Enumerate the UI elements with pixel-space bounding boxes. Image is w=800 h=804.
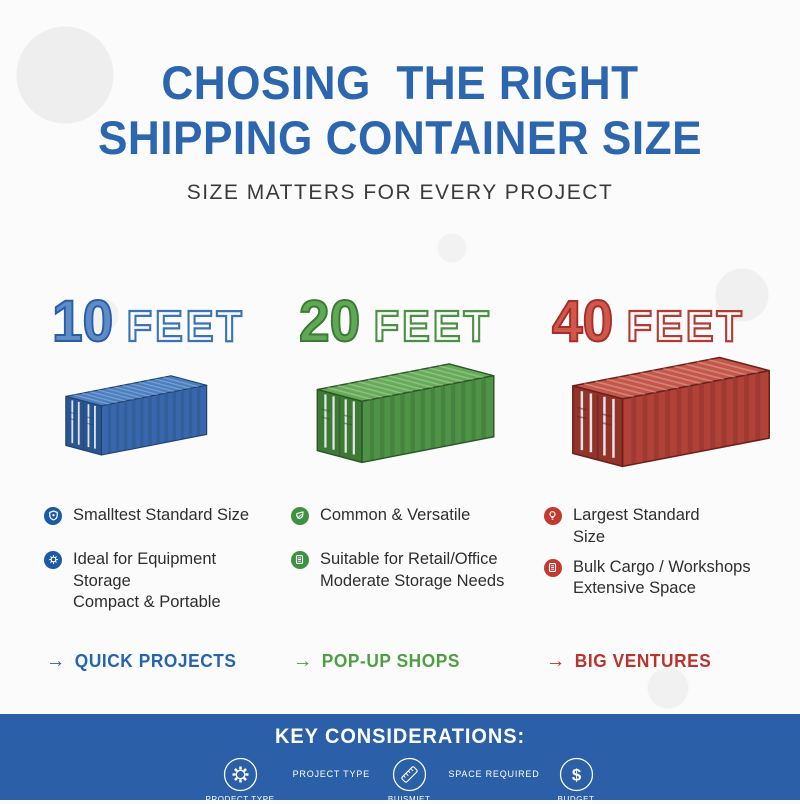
feature-line: Smalltest Standard Size: [73, 505, 250, 524]
header: CHOSING THE RIGHT SHIPPING CONTAINER SIZ…: [0, 0, 800, 205]
feature-line: Largest Standard: [572, 505, 700, 524]
shipping-container-blue: [65, 375, 208, 457]
footer-bar: KEY CONSIDERATIONS: PRODECT TYPE PROJECT…: [0, 714, 800, 804]
column-10-feet: 10 FEET Smalltest Standard Size: [38, 287, 255, 672]
size-unit: FEET: [373, 301, 492, 351]
cta-label: QUICK PROJECTS: [74, 650, 237, 671]
shipping-container-red: [572, 357, 770, 468]
size-unit: FEET: [626, 301, 745, 351]
feature-line: Compact & Portable: [73, 593, 221, 612]
feature-text: Smalltest Standard Size: [73, 505, 249, 527]
consideration-space: BUISMIET: [388, 756, 431, 804]
title-line-2: SHIPPING CONTAINER SIZE: [97, 110, 703, 164]
ruler-icon: [391, 756, 428, 793]
size-number: 10: [51, 288, 114, 354]
feature-line: Ideal for Equipment: [73, 549, 217, 568]
feature-item: Common & Versatile: [290, 505, 508, 527]
cta-popup-shops: → POP-UP SHOPS: [293, 651, 499, 672]
bulb-icon: [543, 506, 562, 525]
cta-label: BIG VENTURES: [574, 650, 712, 671]
feature-line: Common & Versatile: [319, 505, 471, 524]
cta-label: POP-UP SHOPS: [321, 650, 460, 671]
feature-list-20ft: Common & Versatile Suitable for Retail/O…: [285, 505, 508, 641]
feature-text: Bulk Cargo / Workshops Extensive Space: [573, 557, 751, 601]
list-icon: [290, 550, 309, 569]
feature-text: Ideal for Equipment Storage Compact & Po…: [73, 549, 221, 614]
container-illustration-20ft: [295, 349, 508, 501]
cta-quick-projects: → QUICK PROJECTS: [46, 651, 247, 672]
footer-label-project-type: PROJECT TYPE: [292, 769, 370, 779]
feature-item: Ideal for Equipment Storage Compact & Po…: [44, 549, 255, 614]
feature-text: Suitable for Retail/Office Moderate Stor…: [320, 549, 504, 593]
gear-icon: [222, 756, 259, 793]
size-unit: FEET: [126, 301, 245, 351]
feature-item: Smalltest Standard Size: [44, 505, 255, 527]
page-title: CHOSING THE RIGHT SHIPPING CONTAINER SIZ…: [24, 56, 776, 166]
feature-list-40ft: Largest Standard Size Bulk Cargo / Works…: [538, 505, 785, 641]
shield-icon: [44, 506, 62, 525]
size-heading-40ft: 40 FEET: [551, 287, 773, 354]
feature-item: Bulk Cargo / Workshops Extensive Space: [543, 557, 785, 601]
consideration-budget: $ BUDGET: [558, 756, 595, 804]
feature-text: Common & Versatile: [320, 505, 470, 527]
feature-text: Largest Standard Size: [573, 505, 700, 549]
container-illustration-40ft: [548, 349, 785, 501]
feature-line: Extensive Space: [572, 579, 696, 598]
arrow-right-icon: →: [46, 650, 66, 673]
footer-title: KEY CONSIDERATIONS:: [274, 725, 526, 748]
shipping-container-green: [316, 363, 495, 464]
gear-icon: [44, 550, 62, 569]
feature-line: Suitable for Retail/Office: [319, 549, 498, 568]
consideration-project-type: PRODECT TYPE: [205, 756, 274, 804]
size-number: 40: [551, 288, 614, 354]
container-illustration-10ft: [48, 349, 255, 501]
title-line-1: CHOSING THE RIGHT: [161, 56, 639, 109]
size-columns: 10 FEET Smalltest Standard Size: [0, 287, 800, 672]
size-heading-20ft: 20 FEET: [298, 287, 498, 354]
feature-item: Largest Standard Size: [543, 505, 785, 549]
feature-line: Bulk Cargo / Workshops: [572, 557, 751, 576]
feature-line: Moderate Storage Needs: [319, 571, 505, 590]
arrow-right-icon: →: [545, 650, 566, 673]
feature-list-10ft: Smalltest Standard Size Ideal for Equipm…: [38, 505, 255, 641]
feature-line: Size: [572, 527, 606, 546]
feature-item: Suitable for Retail/Office Moderate Stor…: [290, 549, 508, 593]
list-icon: [543, 558, 562, 577]
arrow-right-icon: →: [292, 650, 313, 673]
subtitle: SIZE MATTERS FOR EVERY PROJECT: [186, 180, 614, 204]
size-number: 20: [298, 288, 361, 354]
cta-big-ventures: → BIG VENTURES: [546, 651, 775, 672]
column-20-feet: 20 FEET Common & Versatile: [285, 287, 508, 672]
footer-considerations-row: PRODECT TYPE PROJECT TYPE BUISMIET SPACE…: [0, 756, 800, 804]
leaf-icon: [290, 506, 309, 525]
footer-label-space-required: SPACE REQUIRED: [448, 769, 540, 779]
dollar-glyph: $: [571, 765, 581, 784]
size-heading-10ft: 10 FEET: [51, 287, 245, 354]
dollar-icon: $: [558, 756, 595, 793]
column-40-feet: 40 FEET Largest Standard: [538, 287, 785, 672]
feature-line: Storage: [73, 571, 131, 590]
